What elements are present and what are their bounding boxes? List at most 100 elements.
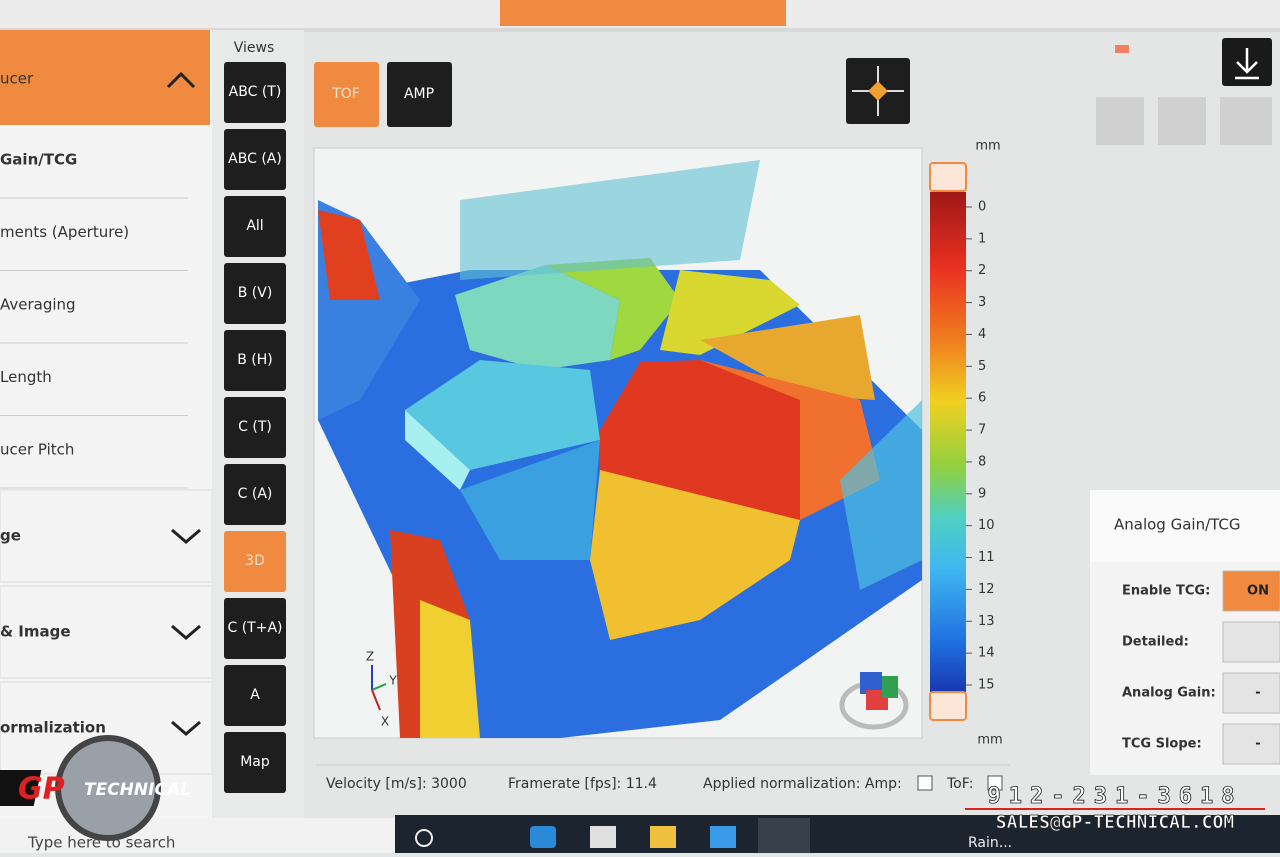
view-button-label: B (H) <box>237 352 273 368</box>
surface-3d <box>318 160 922 738</box>
tool-button[interactable] <box>1220 97 1272 145</box>
setting-label: Detailed: <box>1122 635 1189 650</box>
probe-icon <box>1115 45 1129 53</box>
colorbar-tick-label: 3 <box>978 295 986 310</box>
view-button-label: C (T) <box>238 419 272 435</box>
right-panel-title: Analog Gain/TCG <box>1114 516 1241 534</box>
section-header[interactable] <box>0 585 213 679</box>
view-button[interactable] <box>224 665 286 726</box>
view-button-label: B (V) <box>238 285 273 301</box>
chevron-down[interactable] <box>171 528 201 544</box>
setting-value: - <box>1255 686 1260 701</box>
axis-triad <box>371 665 387 711</box>
view-button[interactable] <box>224 129 286 190</box>
search-box[interactable] <box>0 818 395 853</box>
edge-icon[interactable] <box>530 826 556 848</box>
view-button-label: C (T+A) <box>227 620 282 636</box>
divider <box>0 28 1280 32</box>
colorbar-tick-label: 6 <box>978 391 986 406</box>
section-title: & Image <box>0 623 71 641</box>
colorbar-tick-label: 4 <box>978 327 986 342</box>
colorbar-unit: mm <box>975 139 1000 154</box>
view-button-label: A <box>250 687 260 703</box>
colorbar-tick-label: 2 <box>978 263 986 278</box>
colorbar-bottom-handle[interactable] <box>929 691 967 721</box>
setting-control[interactable] <box>1222 621 1280 663</box>
mode-button[interactable] <box>314 62 379 127</box>
colorbar-tick-label: 10 <box>978 518 995 533</box>
mode-button-label: AMP <box>404 86 434 102</box>
colorbar <box>930 192 966 692</box>
section-header[interactable] <box>0 489 213 583</box>
setting-value: ON <box>1247 584 1269 599</box>
chevron-up[interactable] <box>166 71 196 89</box>
colorbar-tick-label: 12 <box>978 582 995 597</box>
view-button-label: C (A) <box>238 486 273 502</box>
panel-header[interactable] <box>0 30 210 125</box>
app-icon[interactable] <box>758 818 810 853</box>
menu-item[interactable]: Length <box>0 368 52 386</box>
setting-value: - <box>1255 737 1260 752</box>
chevron-down[interactable] <box>171 624 201 640</box>
folder-icon[interactable] <box>650 826 676 848</box>
setting-control[interactable] <box>1222 570 1280 612</box>
setting-control[interactable] <box>1222 723 1280 765</box>
tof-checkbox[interactable] <box>987 775 1003 791</box>
view-button[interactable] <box>224 196 286 257</box>
view-button[interactable] <box>224 62 286 123</box>
view-button[interactable] <box>224 464 286 525</box>
status-normalization: Applied normalization: Amp: <box>703 776 902 792</box>
menu-item[interactable]: Gain/TCG <box>0 151 77 169</box>
view-button[interactable] <box>224 732 286 793</box>
view-button[interactable] <box>224 330 286 391</box>
view-button[interactable] <box>224 263 286 324</box>
axis-label: Z <box>366 650 374 664</box>
amp-checkbox[interactable] <box>917 775 933 791</box>
weather[interactable]: Rain... <box>968 835 1012 851</box>
view-button-label: ABC (T) <box>229 84 282 100</box>
email: SALES@GP-TECHNICAL.COM <box>996 812 1235 833</box>
colorbar-top-handle[interactable] <box>929 162 967 192</box>
status-tof: ToF: <box>946 776 973 792</box>
menu-item[interactable]: ucer Pitch <box>0 441 74 459</box>
store-icon[interactable] <box>590 826 616 848</box>
search-text: Type here to search <box>27 834 175 852</box>
chevron-down[interactable] <box>171 720 201 736</box>
view-button[interactable] <box>224 397 286 458</box>
tool-button[interactable] <box>1158 97 1206 145</box>
right-panel-header <box>1090 490 1280 562</box>
view-button-label: 3D <box>245 553 265 569</box>
views-label: Views <box>234 40 275 56</box>
colorbar-tick-label: 15 <box>978 678 995 693</box>
download-icon <box>1235 48 1259 80</box>
mode-button[interactable] <box>387 62 452 127</box>
logo-gear <box>55 735 161 841</box>
colorbar-tick-label: 11 <box>978 550 995 565</box>
status-framerate: Framerate [fps]: 11.4 <box>508 776 657 792</box>
colorbar-tick-label: 0 <box>978 200 986 215</box>
view-button[interactable] <box>224 598 286 659</box>
section-title: ormalization <box>0 719 106 737</box>
view-button[interactable] <box>224 531 286 592</box>
panel-header-text: ucer <box>0 70 34 88</box>
colorbar-tick-label: 7 <box>978 423 986 438</box>
setting-control[interactable] <box>1222 672 1280 714</box>
colorbar-tick-label: 8 <box>978 454 986 469</box>
menu-item[interactable]: Averaging <box>0 296 76 314</box>
colorbar-tick-label: 1 <box>978 231 986 246</box>
setting-label: Analog Gain: <box>1122 686 1216 701</box>
task-view[interactable] <box>415 829 433 847</box>
top-tab[interactable] <box>500 0 786 26</box>
mail-icon[interactable] <box>710 826 736 848</box>
status-velocity: Velocity [m/s]: 3000 <box>326 776 467 792</box>
view-button-label: All <box>246 218 263 234</box>
logo-technical: TECHNICAL <box>84 780 191 800</box>
logo-gp: GP <box>18 772 65 807</box>
colorbar-tick-label: 14 <box>978 646 995 661</box>
tool-button[interactable] <box>1096 97 1144 145</box>
orientation-cube[interactable] <box>839 672 909 730</box>
colorbar-tick-label: 5 <box>978 359 986 374</box>
menu-item[interactable]: ments (Aperture) <box>0 223 129 241</box>
view-button-label: ABC (A) <box>228 151 282 167</box>
